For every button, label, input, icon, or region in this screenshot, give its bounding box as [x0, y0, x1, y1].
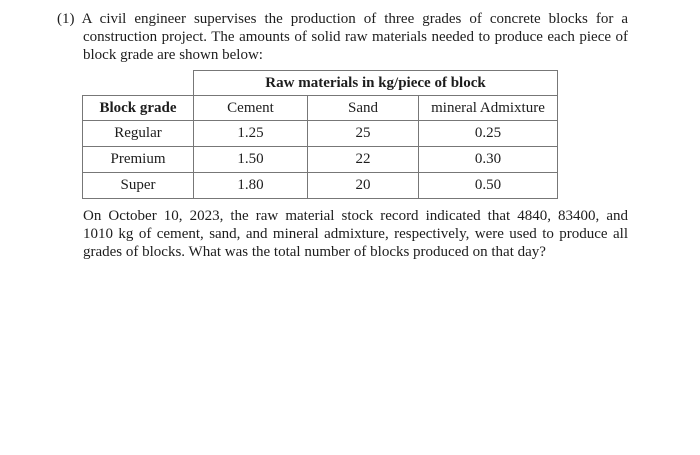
text-line: (1) A civil engineer supervises the prod…: [57, 11, 628, 27]
problem-statement: (1) A civil engineer supervises the prod…: [57, 10, 628, 64]
table-row-premium: Premium 1.50 22 0.30: [82, 146, 558, 173]
admixture-cell: 0.25: [418, 120, 558, 147]
table-row-super: Super 1.80 20 0.50: [82, 172, 558, 199]
grade-cell: Regular: [82, 120, 194, 147]
raw-materials-span-header: Raw materials in kg/piece of block: [193, 70, 558, 96]
table-row-regular: Regular 1.25 25 0.25: [82, 120, 558, 147]
col-header-mineral-admixture: mineral Admixture: [418, 95, 558, 121]
question-paragraph: On October 10, 2023, the raw material st…: [83, 207, 628, 261]
grade-cell: Super: [82, 172, 194, 199]
sand-cell: 25: [307, 120, 419, 147]
cement-cell: 1.50: [193, 146, 308, 173]
col-header-block-grade: Block grade: [82, 95, 194, 121]
text-line: construction project. The amounts of sol…: [83, 29, 628, 45]
col-header-cement: Cement: [193, 95, 308, 121]
cement-cell: 1.80: [193, 172, 308, 199]
text-line: grades of blocks. What was the total num…: [83, 244, 546, 260]
admixture-cell: 0.30: [418, 146, 558, 173]
table-span-header-row: Raw materials in kg/piece of block: [83, 70, 558, 96]
text-line: block grade are shown below:: [83, 47, 263, 63]
materials-table: Raw materials in kg/piece of block Block…: [82, 70, 558, 199]
text-line: On October 10, 2023, the raw material st…: [83, 208, 628, 224]
sand-cell: 22: [307, 146, 419, 173]
empty-corner-cell: [83, 71, 194, 96]
sand-cell: 20: [307, 172, 419, 199]
text-line: 1010 kg of cement, sand, and mineral adm…: [83, 226, 628, 242]
col-header-sand: Sand: [307, 95, 419, 121]
table-header-row: Block grade Cement Sand mineral Admixtur…: [82, 95, 558, 121]
cement-cell: 1.25: [193, 120, 308, 147]
grade-cell: Premium: [82, 146, 194, 173]
admixture-cell: 0.50: [418, 172, 558, 199]
